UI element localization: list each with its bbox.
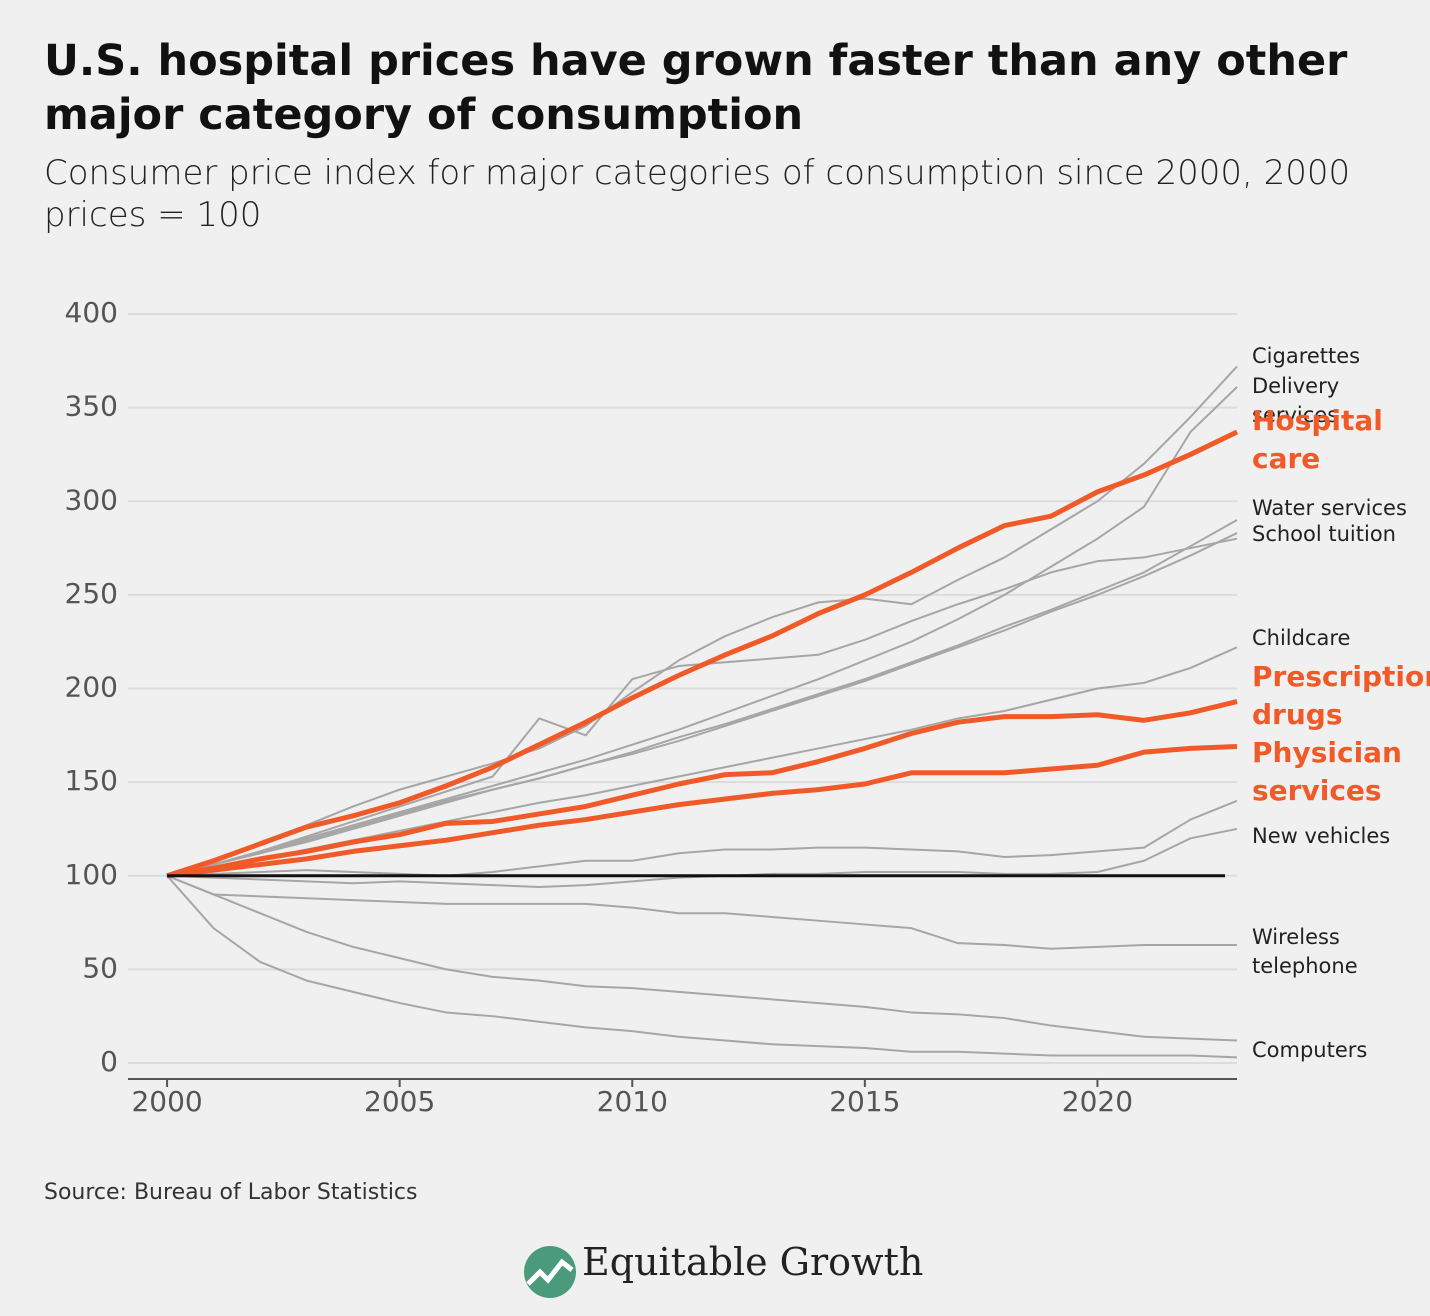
series-label: Wireless telephone <box>1252 925 1358 978</box>
y-tick-label: 0 <box>100 1045 118 1078</box>
brand-name: Equitable Growth <box>582 1240 924 1284</box>
y-tick-label: 150 <box>65 764 118 797</box>
series-label: Physician services <box>1252 736 1402 807</box>
series-label: Prescription drugs <box>1252 660 1430 731</box>
chart-title: U.S. hospital prices have grown faster t… <box>44 36 1348 140</box>
series-line <box>166 646 1238 877</box>
y-tick-label: 300 <box>65 483 118 516</box>
y-tick-label: 50 <box>82 951 118 984</box>
series-label: Childcare <box>1252 626 1351 650</box>
series-line <box>167 799 1238 877</box>
y-tick-label: 250 <box>65 577 118 610</box>
series-line <box>166 874 1238 1042</box>
x-tick-label: 2020 <box>1062 1085 1133 1118</box>
series-label: Cigarettes <box>1252 344 1361 368</box>
x-tick-label: 2015 <box>829 1085 900 1118</box>
series-label: New vehicles <box>1252 824 1391 848</box>
series-label: School tuition <box>1252 522 1396 546</box>
series-line <box>166 875 1238 1059</box>
series-label: Water services <box>1252 496 1407 520</box>
x-tick-label: 2000 <box>131 1085 202 1118</box>
series-line <box>166 429 1239 879</box>
chart-subtitle: Consumer price index for major categorie… <box>44 153 1351 235</box>
brand-logo <box>524 1246 576 1298</box>
series-label: Hospital care <box>1252 404 1383 475</box>
series-line <box>166 365 1238 877</box>
series-line <box>166 699 1238 879</box>
series-line <box>166 744 1238 879</box>
y-tick-label: 400 <box>65 296 118 329</box>
series-line <box>166 532 1238 877</box>
series-line <box>166 537 1238 877</box>
y-tick-label: 200 <box>65 671 118 704</box>
y-tick-label: 350 <box>65 390 118 423</box>
series-line <box>166 519 1238 877</box>
series-label: Computers <box>1252 1038 1368 1062</box>
series-line <box>166 874 1237 950</box>
x-tick-label: 2005 <box>364 1085 435 1118</box>
series-line <box>166 386 1238 877</box>
source-note: Source: Bureau of Labor Statistics <box>44 1180 418 1205</box>
series-label: Delivery services <box>1252 374 1340 427</box>
x-tick-label: 2010 <box>597 1085 668 1118</box>
y-tick-label: 100 <box>65 858 118 891</box>
